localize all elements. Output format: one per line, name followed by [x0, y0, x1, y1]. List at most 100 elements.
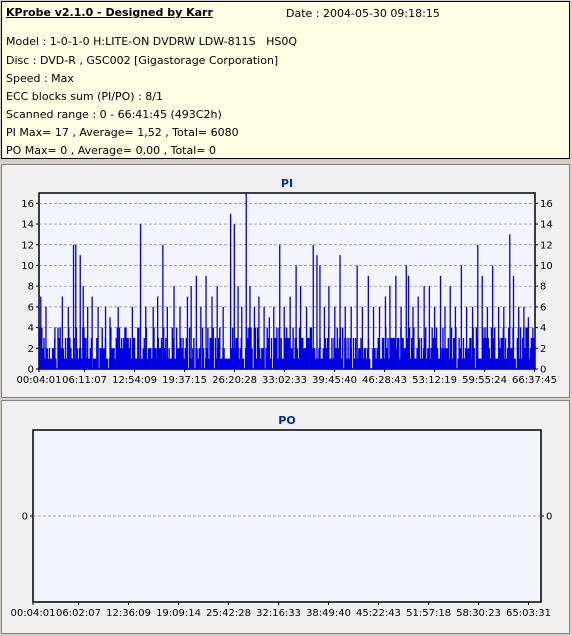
pi-bar: [76, 348, 79, 369]
pi-bar: [486, 306, 489, 369]
pi-bar: [287, 337, 289, 369]
po-xtick-label: 45:22:43: [356, 608, 401, 619]
speed-line: Speed : Max: [6, 72, 74, 85]
pi-bar: [297, 358, 300, 369]
pi-bar: [148, 348, 151, 369]
pi-bar: [81, 358, 83, 369]
pi-bar: [391, 337, 393, 369]
po-stats-line: PO Max= 0 , Average= 0,00 , Total= 0: [6, 144, 216, 157]
pi-bar: [532, 327, 534, 369]
scan-date: Date : 2004-05-30 09:18:15: [286, 7, 440, 20]
pi-bar: [138, 327, 140, 369]
pi-bar: [207, 327, 209, 369]
pi-bar: [238, 358, 240, 369]
pi-bar: [57, 327, 59, 369]
pi-bar: [258, 296, 260, 369]
pi-bar: [525, 327, 527, 369]
pi-bar: [222, 306, 224, 369]
pi-bar: [465, 306, 468, 369]
po-chart-panel: PO 0 0 00:04:01 06:02:07 12:36:09 19:09:14 25:4…: [1, 400, 570, 634]
pi-bar: [467, 348, 469, 369]
pi-bar: [382, 337, 385, 369]
pi-bar: [336, 327, 338, 369]
po-xtick-label: 06:02:07: [56, 608, 101, 619]
pi-bar: [280, 337, 282, 369]
pi-bar: [129, 337, 131, 369]
pi-bar: [433, 306, 436, 369]
pi-ytick-label-left: 12: [21, 240, 34, 251]
pi-bar: [324, 337, 327, 369]
pi-bar: [112, 348, 114, 369]
pi-bar: [137, 327, 139, 369]
pi-xtick-label: 66:37:45: [512, 375, 557, 386]
pi-bar: [469, 337, 471, 369]
pi-bar: [59, 327, 61, 369]
pi-ytick-label-left: 16: [21, 199, 34, 210]
pi-bar: [353, 358, 356, 369]
pi-bar: [124, 327, 126, 369]
pi-bar: [428, 286, 431, 369]
pi-bar: [102, 348, 104, 369]
pi-bar: [380, 358, 383, 369]
pi-bar: [228, 358, 231, 369]
pi-bar: [328, 286, 330, 369]
pi-bar: [294, 337, 296, 369]
pi-bar: [333, 337, 335, 369]
pi-bar: [249, 286, 251, 369]
pi-bar: [208, 358, 210, 369]
pi-bar: [119, 348, 122, 369]
pi-bar: [159, 348, 162, 369]
pi-bar: [470, 337, 472, 369]
disc-line: Disc : DVD-R , GSC002 [Gigastorage Corpo…: [6, 54, 279, 67]
pi-bar: [443, 348, 445, 369]
pi-bar: [293, 358, 295, 369]
pi-bars: [39, 193, 536, 369]
pi-bar: [251, 348, 253, 369]
pi-bar: [524, 348, 526, 369]
pi-bar: [248, 327, 250, 369]
pi-bar: [407, 275, 410, 369]
pi-bar: [352, 337, 355, 369]
pi-bar: [494, 327, 496, 369]
pi-bar: [72, 244, 75, 369]
pi-bar: [71, 358, 73, 369]
pi-bar: [169, 358, 171, 369]
pi-bar: [118, 327, 121, 369]
pi-bar: [106, 358, 109, 369]
pi-bar: [175, 327, 178, 369]
pi-bar: [143, 337, 145, 369]
po-xtick-label: 32:16:33: [256, 608, 301, 619]
pi-xtick-label: 46:28:43: [362, 375, 407, 386]
pi-bar: [241, 306, 243, 369]
pi-bar: [441, 348, 443, 369]
po-xtick-label: 38:49:40: [306, 608, 351, 619]
pi-bar: [122, 348, 124, 369]
pi-bar: [432, 337, 434, 369]
pi-bar: [415, 358, 417, 369]
pi-bar: [93, 358, 96, 369]
pi-bar: [236, 337, 238, 369]
pi-bar: [384, 296, 387, 369]
pi-bar: [123, 337, 125, 369]
pi-bar: [145, 306, 147, 369]
pi-bar: [49, 358, 52, 369]
pi-bar: [377, 337, 379, 369]
pi-bar: [273, 306, 275, 369]
pi-bar: [61, 296, 64, 369]
pi-bar: [141, 358, 143, 369]
pi-bar: [484, 327, 486, 369]
pi-bar: [55, 358, 57, 369]
po-xtick-label: 65:03:31: [506, 608, 551, 619]
pi-bar: [349, 337, 351, 369]
pi-bar: [210, 337, 212, 369]
pi-bar: [260, 358, 262, 369]
pi-bar: [254, 327, 257, 369]
pi-bar: [291, 348, 293, 369]
pi-bar: [39, 327, 41, 369]
pi-bar: [190, 286, 192, 369]
pi-bar: [299, 286, 302, 369]
pi-bar: [408, 327, 411, 369]
pi-bar: [200, 306, 202, 369]
pi-bar: [427, 348, 429, 369]
pi-bar: [283, 306, 285, 369]
